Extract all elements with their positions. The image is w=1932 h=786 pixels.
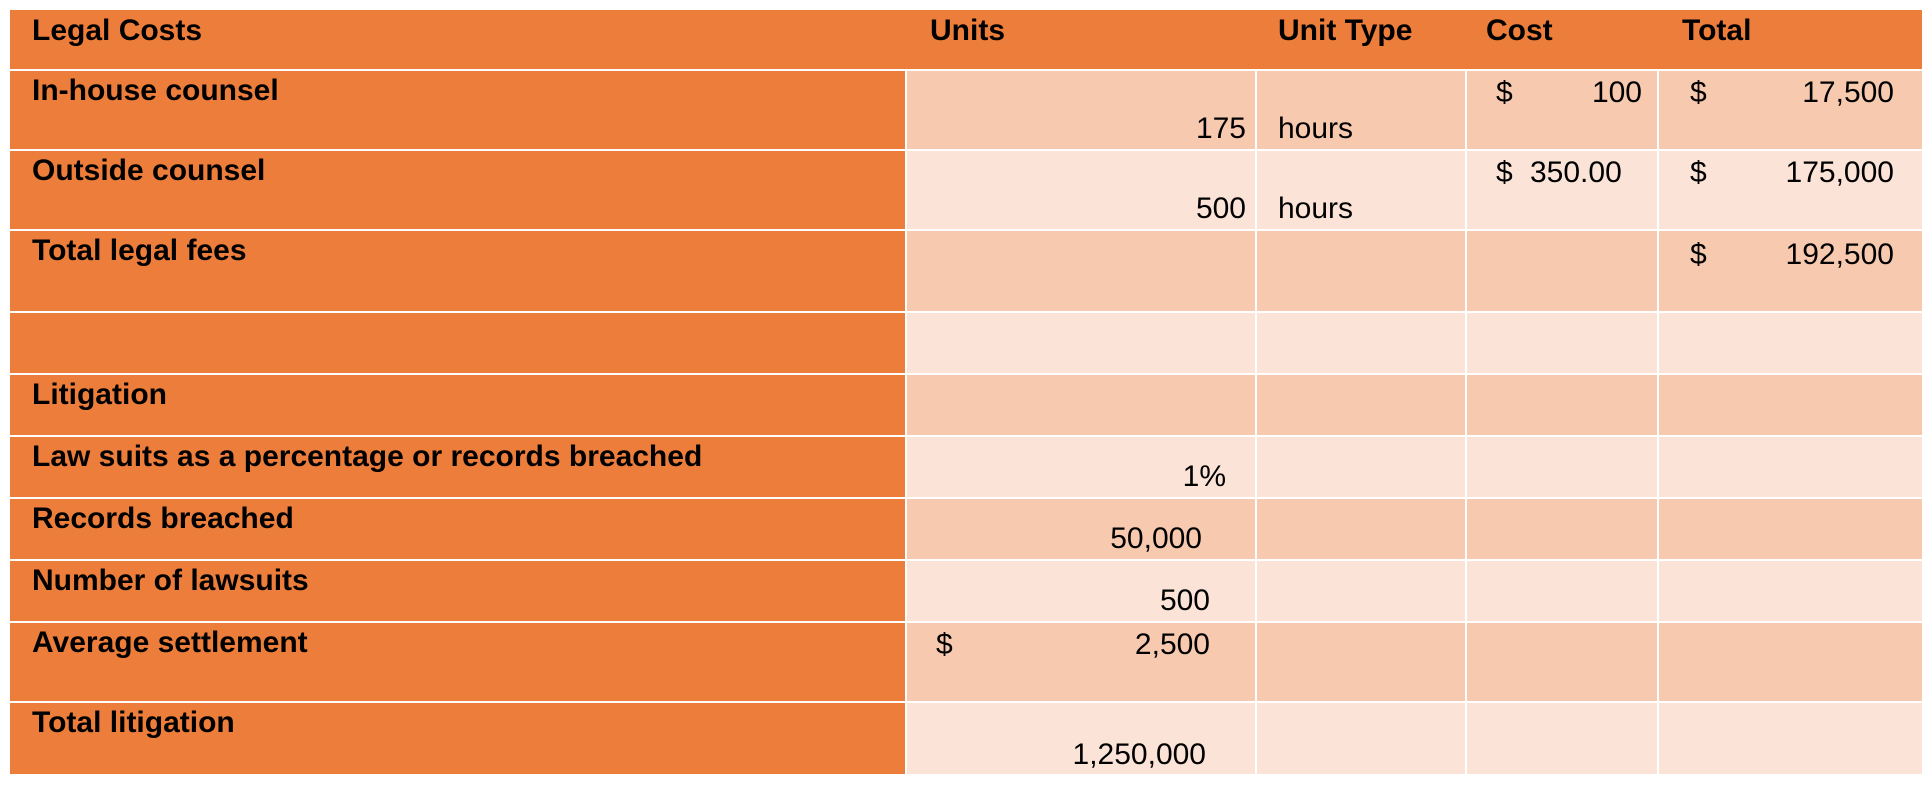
total-value: 175,000 <box>1785 156 1894 189</box>
units-cell <box>906 150 1256 230</box>
total-cell <box>1658 498 1922 560</box>
grid-line <box>10 701 1922 703</box>
row-label: Average settlement <box>10 622 906 702</box>
grid-line <box>10 311 1922 313</box>
total-cell <box>1658 150 1922 230</box>
grid-line <box>1255 70 1257 774</box>
grid-line <box>1465 70 1467 774</box>
cost-cell <box>1466 498 1658 560</box>
header-row <box>10 10 1922 70</box>
total-value: 192,500 <box>1785 238 1894 271</box>
unit-type-cell <box>1256 230 1466 312</box>
grid-line <box>10 559 1922 561</box>
total-cell <box>1658 312 1922 374</box>
cost-cell <box>1466 436 1658 498</box>
units-value: 500 <box>1159 584 1210 617</box>
cost-cell <box>1466 230 1658 312</box>
units-value: 1% <box>1182 460 1226 493</box>
row-label: Number of lawsuits <box>10 560 906 622</box>
cost-cell <box>1466 702 1658 774</box>
legal-costs-table: Legal Costs Units Unit Type Cost Total I… <box>10 10 1922 774</box>
cost-cell <box>1466 312 1658 374</box>
units-value: 1,250,000 <box>1072 738 1206 771</box>
header-total: Total <box>1682 14 1752 47</box>
units-cell <box>906 702 1256 774</box>
row-label: Law suits as a percentage or records bre… <box>10 436 906 498</box>
unit-type-cell <box>1256 436 1466 498</box>
total-dollar-sign: $ <box>1690 238 1707 271</box>
cost-cell <box>1466 70 1658 150</box>
total-cell <box>1658 622 1922 702</box>
units-value: 500 <box>1195 192 1246 225</box>
unit-type-cell <box>1256 702 1466 774</box>
cost-cell <box>1466 622 1658 702</box>
units-cell <box>906 498 1256 560</box>
row-label: Total litigation <box>10 702 906 774</box>
row-label: Records breached <box>10 498 906 560</box>
row-label: Total legal fees <box>10 230 906 312</box>
row-label: Litigation <box>10 374 906 436</box>
units-cell <box>906 622 1256 702</box>
unit-type-value: hours <box>1278 112 1354 145</box>
total-cell <box>1658 70 1922 150</box>
grid-line <box>10 497 1922 499</box>
units-dollar-sign: $ <box>936 628 953 661</box>
grid-line <box>10 373 1922 375</box>
unit-type-cell <box>1256 150 1466 230</box>
total-dollar-sign: $ <box>1690 156 1707 189</box>
header-units: Units <box>930 14 1005 47</box>
grid-line <box>10 229 1922 231</box>
unit-type-cell <box>1256 312 1466 374</box>
units-value: 175 <box>1195 112 1246 145</box>
total-dollar-sign: $ <box>1690 76 1707 109</box>
row-label <box>10 312 906 374</box>
cost-value: 350.00 <box>1530 156 1622 189</box>
total-value: 17,500 <box>1802 76 1894 109</box>
units-cell <box>906 560 1256 622</box>
unit-type-cell <box>1256 498 1466 560</box>
unit-type-cell <box>1256 70 1466 150</box>
unit-type-cell <box>1256 622 1466 702</box>
cost-dollar-sign: $ <box>1496 156 1513 189</box>
header-legal-costs: Legal Costs <box>32 14 203 47</box>
units-cell <box>906 436 1256 498</box>
grid-line <box>10 621 1922 623</box>
header-cost: Cost <box>1486 14 1553 47</box>
total-cell <box>1658 436 1922 498</box>
cost-cell <box>1466 150 1658 230</box>
total-cell <box>1658 560 1922 622</box>
unit-type-cell <box>1256 560 1466 622</box>
unit-type-cell <box>1256 374 1466 436</box>
total-cell <box>1658 702 1922 774</box>
header-unit-type: Unit Type <box>1278 14 1413 47</box>
units-cell <box>906 70 1256 150</box>
grid-line <box>10 435 1922 437</box>
units-cell <box>906 230 1256 312</box>
total-cell <box>1658 374 1922 436</box>
units-value: 50,000 <box>1110 522 1202 555</box>
grid-line <box>1657 70 1659 774</box>
unit-type-value: hours <box>1278 192 1354 225</box>
row-label: In-house counsel <box>10 70 906 150</box>
units-cell <box>906 312 1256 374</box>
cost-cell <box>1466 560 1658 622</box>
units-cell <box>906 374 1256 436</box>
total-cell <box>1658 230 1922 312</box>
cost-dollar-sign: $ <box>1496 76 1513 109</box>
cost-cell <box>1466 374 1658 436</box>
grid-line <box>10 149 1922 151</box>
row-label: Outside counsel <box>10 150 906 230</box>
units-value: 2,500 <box>1134 628 1210 661</box>
cost-value: 100 <box>1591 76 1642 109</box>
grid-line <box>10 69 1922 71</box>
grid-line <box>905 70 907 774</box>
